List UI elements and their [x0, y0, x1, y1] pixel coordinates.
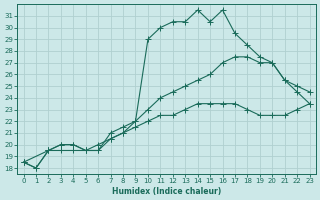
X-axis label: Humidex (Indice chaleur): Humidex (Indice chaleur) [112, 187, 221, 196]
